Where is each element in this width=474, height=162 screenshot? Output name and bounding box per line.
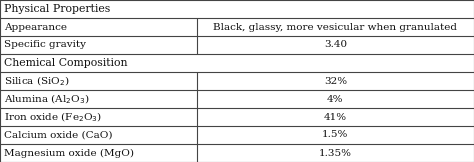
Text: 32%: 32% (324, 76, 347, 86)
Text: Black, glassy, more vesicular when granulated: Black, glassy, more vesicular when granu… (213, 23, 457, 31)
Text: Appearance: Appearance (4, 23, 67, 31)
Text: Calcium oxide (CaO): Calcium oxide (CaO) (4, 131, 112, 139)
Text: Silica (SiO$_2$): Silica (SiO$_2$) (4, 74, 70, 88)
Text: Chemical Composition: Chemical Composition (4, 58, 128, 68)
Text: 41%: 41% (324, 112, 347, 122)
Text: Physical Properties: Physical Properties (4, 4, 110, 14)
Text: 3.40: 3.40 (324, 40, 347, 50)
Text: Magnesium oxide (MgO): Magnesium oxide (MgO) (4, 148, 134, 158)
Text: Alumina (Al$_2$O$_3$): Alumina (Al$_2$O$_3$) (4, 92, 90, 106)
Text: 1.5%: 1.5% (322, 131, 348, 139)
Text: 1.35%: 1.35% (319, 149, 352, 157)
Text: Specific gravity: Specific gravity (4, 40, 86, 50)
Text: Iron oxide (Fe$_2$O$_3$): Iron oxide (Fe$_2$O$_3$) (4, 110, 102, 124)
Text: 4%: 4% (327, 94, 344, 104)
